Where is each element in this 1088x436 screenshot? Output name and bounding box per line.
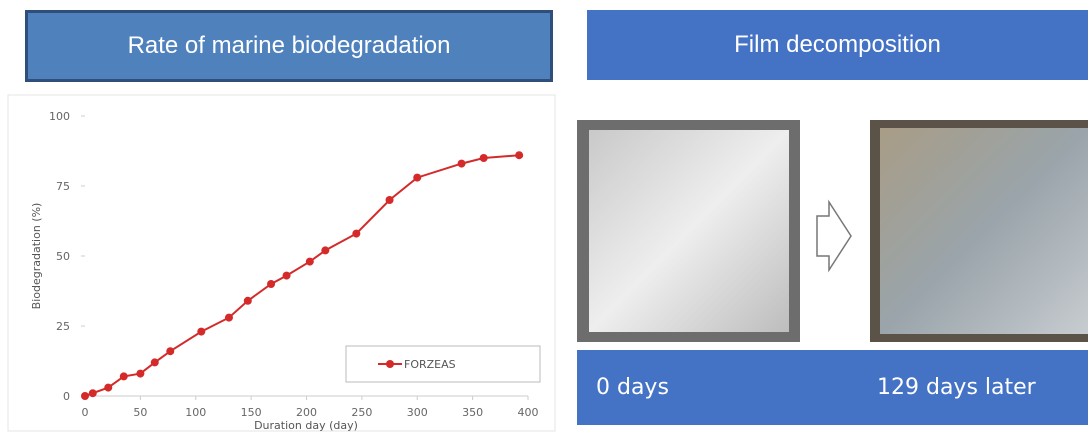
y-tick-label: 75 xyxy=(56,180,70,193)
data-point xyxy=(244,297,252,305)
y-tick-label: 0 xyxy=(63,390,70,403)
data-point xyxy=(306,258,314,266)
right-header: Film decomposition xyxy=(587,10,1088,80)
data-point xyxy=(136,370,144,378)
x-tick-label: 200 xyxy=(296,406,317,419)
data-point xyxy=(515,151,523,159)
data-point xyxy=(151,358,159,366)
legend-label: FORZEAS xyxy=(404,358,456,371)
legend-marker xyxy=(386,360,394,368)
x-tick-label: 300 xyxy=(407,406,428,419)
left-header: Rate of marine biodegradation xyxy=(25,10,553,82)
data-point xyxy=(104,384,112,392)
data-point xyxy=(267,280,275,288)
photos: 0 days 129 days later xyxy=(577,116,1088,436)
data-point xyxy=(413,174,421,182)
y-tick-label: 100 xyxy=(49,110,70,123)
data-point xyxy=(480,154,488,162)
data-point xyxy=(283,272,291,280)
y-tick-label: 50 xyxy=(56,250,70,263)
data-point xyxy=(225,314,233,322)
chart: Duration day (day) Biodegradation (%) 0 2… xyxy=(0,93,560,433)
page: Rate of marine biodegradation Film decom… xyxy=(0,0,1088,436)
x-axis-label: Duration day (day) xyxy=(254,419,358,432)
data-point xyxy=(81,392,89,400)
data-point xyxy=(458,160,466,168)
y-tick-label: 25 xyxy=(56,320,70,333)
caption: 129 days later xyxy=(877,375,1037,400)
data-point xyxy=(386,196,394,204)
photo-film-after xyxy=(880,128,1088,334)
x-tick-label: 150 xyxy=(241,406,262,419)
y-axis-label: Biodegradation (%) xyxy=(30,203,43,310)
x-tick-label: 50 xyxy=(133,406,147,419)
data-point xyxy=(166,347,174,355)
data-point xyxy=(89,389,97,397)
data-point xyxy=(120,372,128,380)
arrow xyxy=(817,202,851,270)
x-tick-label: 250 xyxy=(351,406,372,419)
data-point xyxy=(197,328,205,336)
x-tick-label: 400 xyxy=(518,406,539,419)
x-tick-label: 0 xyxy=(82,406,89,419)
photo-film-before xyxy=(589,130,789,332)
data-point xyxy=(352,230,360,238)
data-point xyxy=(321,246,329,254)
x-tick-label: 350 xyxy=(462,406,483,419)
caption: 0 days xyxy=(596,375,669,400)
x-tick-label: 100 xyxy=(185,406,206,419)
